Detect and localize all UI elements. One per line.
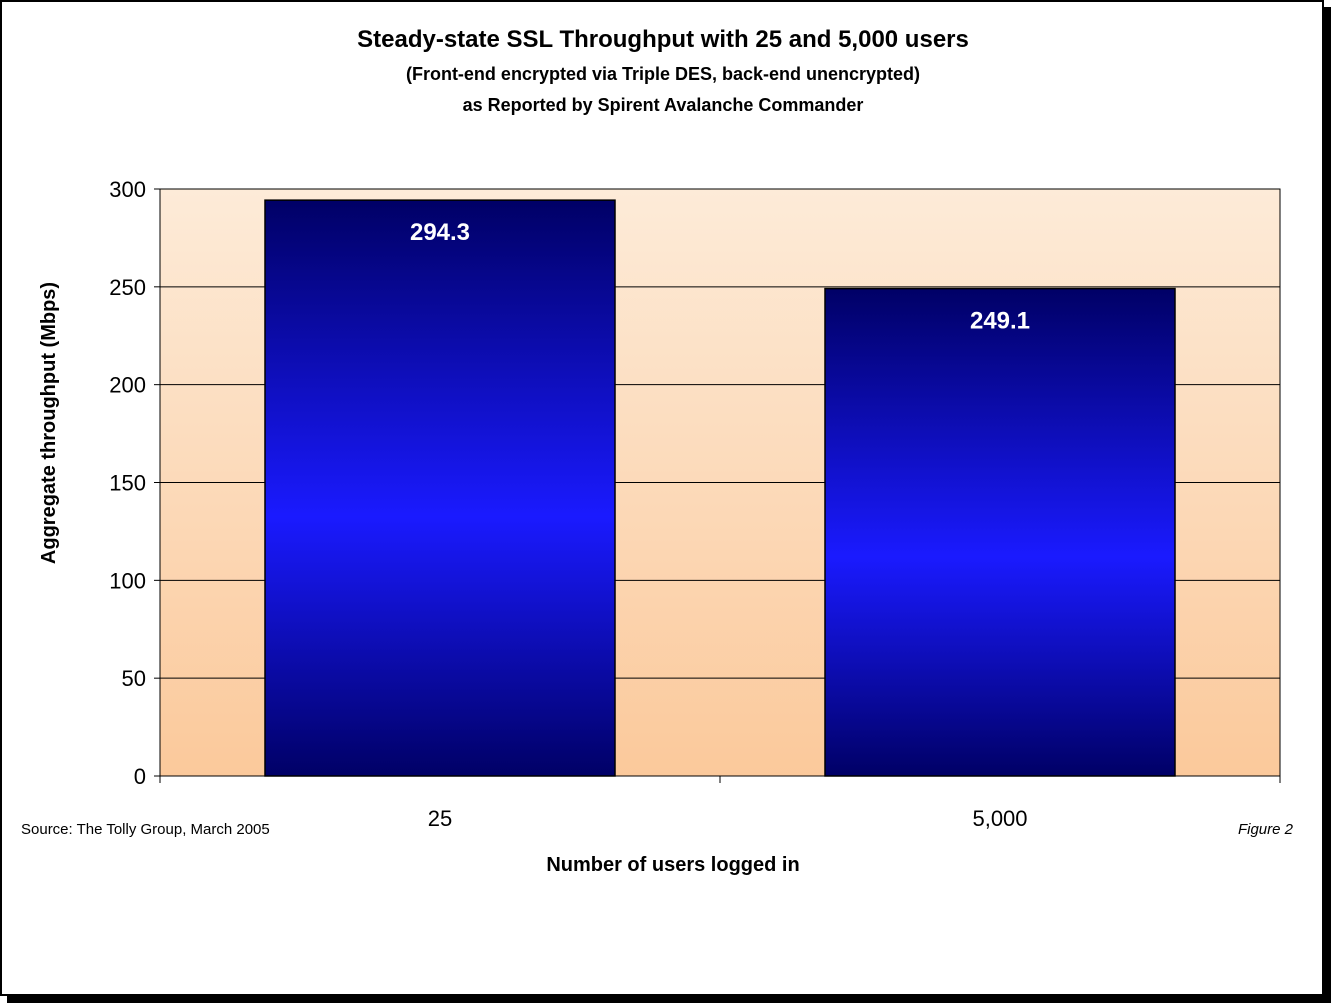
y-tick-label: 150 (109, 471, 146, 496)
bar (824, 287, 1176, 777)
y-tick-label: 100 (109, 568, 146, 593)
y-axis-label: Aggregate throughput (Mbps) (38, 282, 60, 564)
y-tick-label: 0 (134, 764, 146, 789)
frame-shadow-right (1324, 7, 1331, 1003)
figure-number: Figure 2 (1237, 821, 1293, 838)
chart-subtitle-line-2: as Reported by Spirent Avalanche Command… (463, 95, 864, 115)
frame-shadow-bottom (7, 996, 1331, 1003)
y-tick-label: 200 (109, 373, 146, 398)
bar-data-label: 294.3 (410, 219, 470, 246)
x-tick-label: 5,000 (972, 806, 1027, 831)
y-tick-label: 50 (122, 666, 146, 691)
y-tick-label: 250 (109, 275, 146, 300)
source-note: Source: The Tolly Group, March 2005 (21, 821, 270, 838)
bar (264, 199, 616, 777)
chart-title: Steady-state SSL Throughput with 25 and … (357, 26, 969, 53)
x-tick-label: 25 (428, 806, 452, 831)
chart-subtitle-line-1: (Front-end encrypted via Triple DES, bac… (406, 64, 920, 84)
bar-data-label: 249.1 (970, 308, 1030, 335)
x-axis-label: Number of users logged in (546, 854, 799, 876)
y-tick-label: 300 (109, 177, 146, 202)
plot-area: 0 50 100 150 200 250 300 294.3 249.1 25 5,000 (109, 177, 1281, 831)
